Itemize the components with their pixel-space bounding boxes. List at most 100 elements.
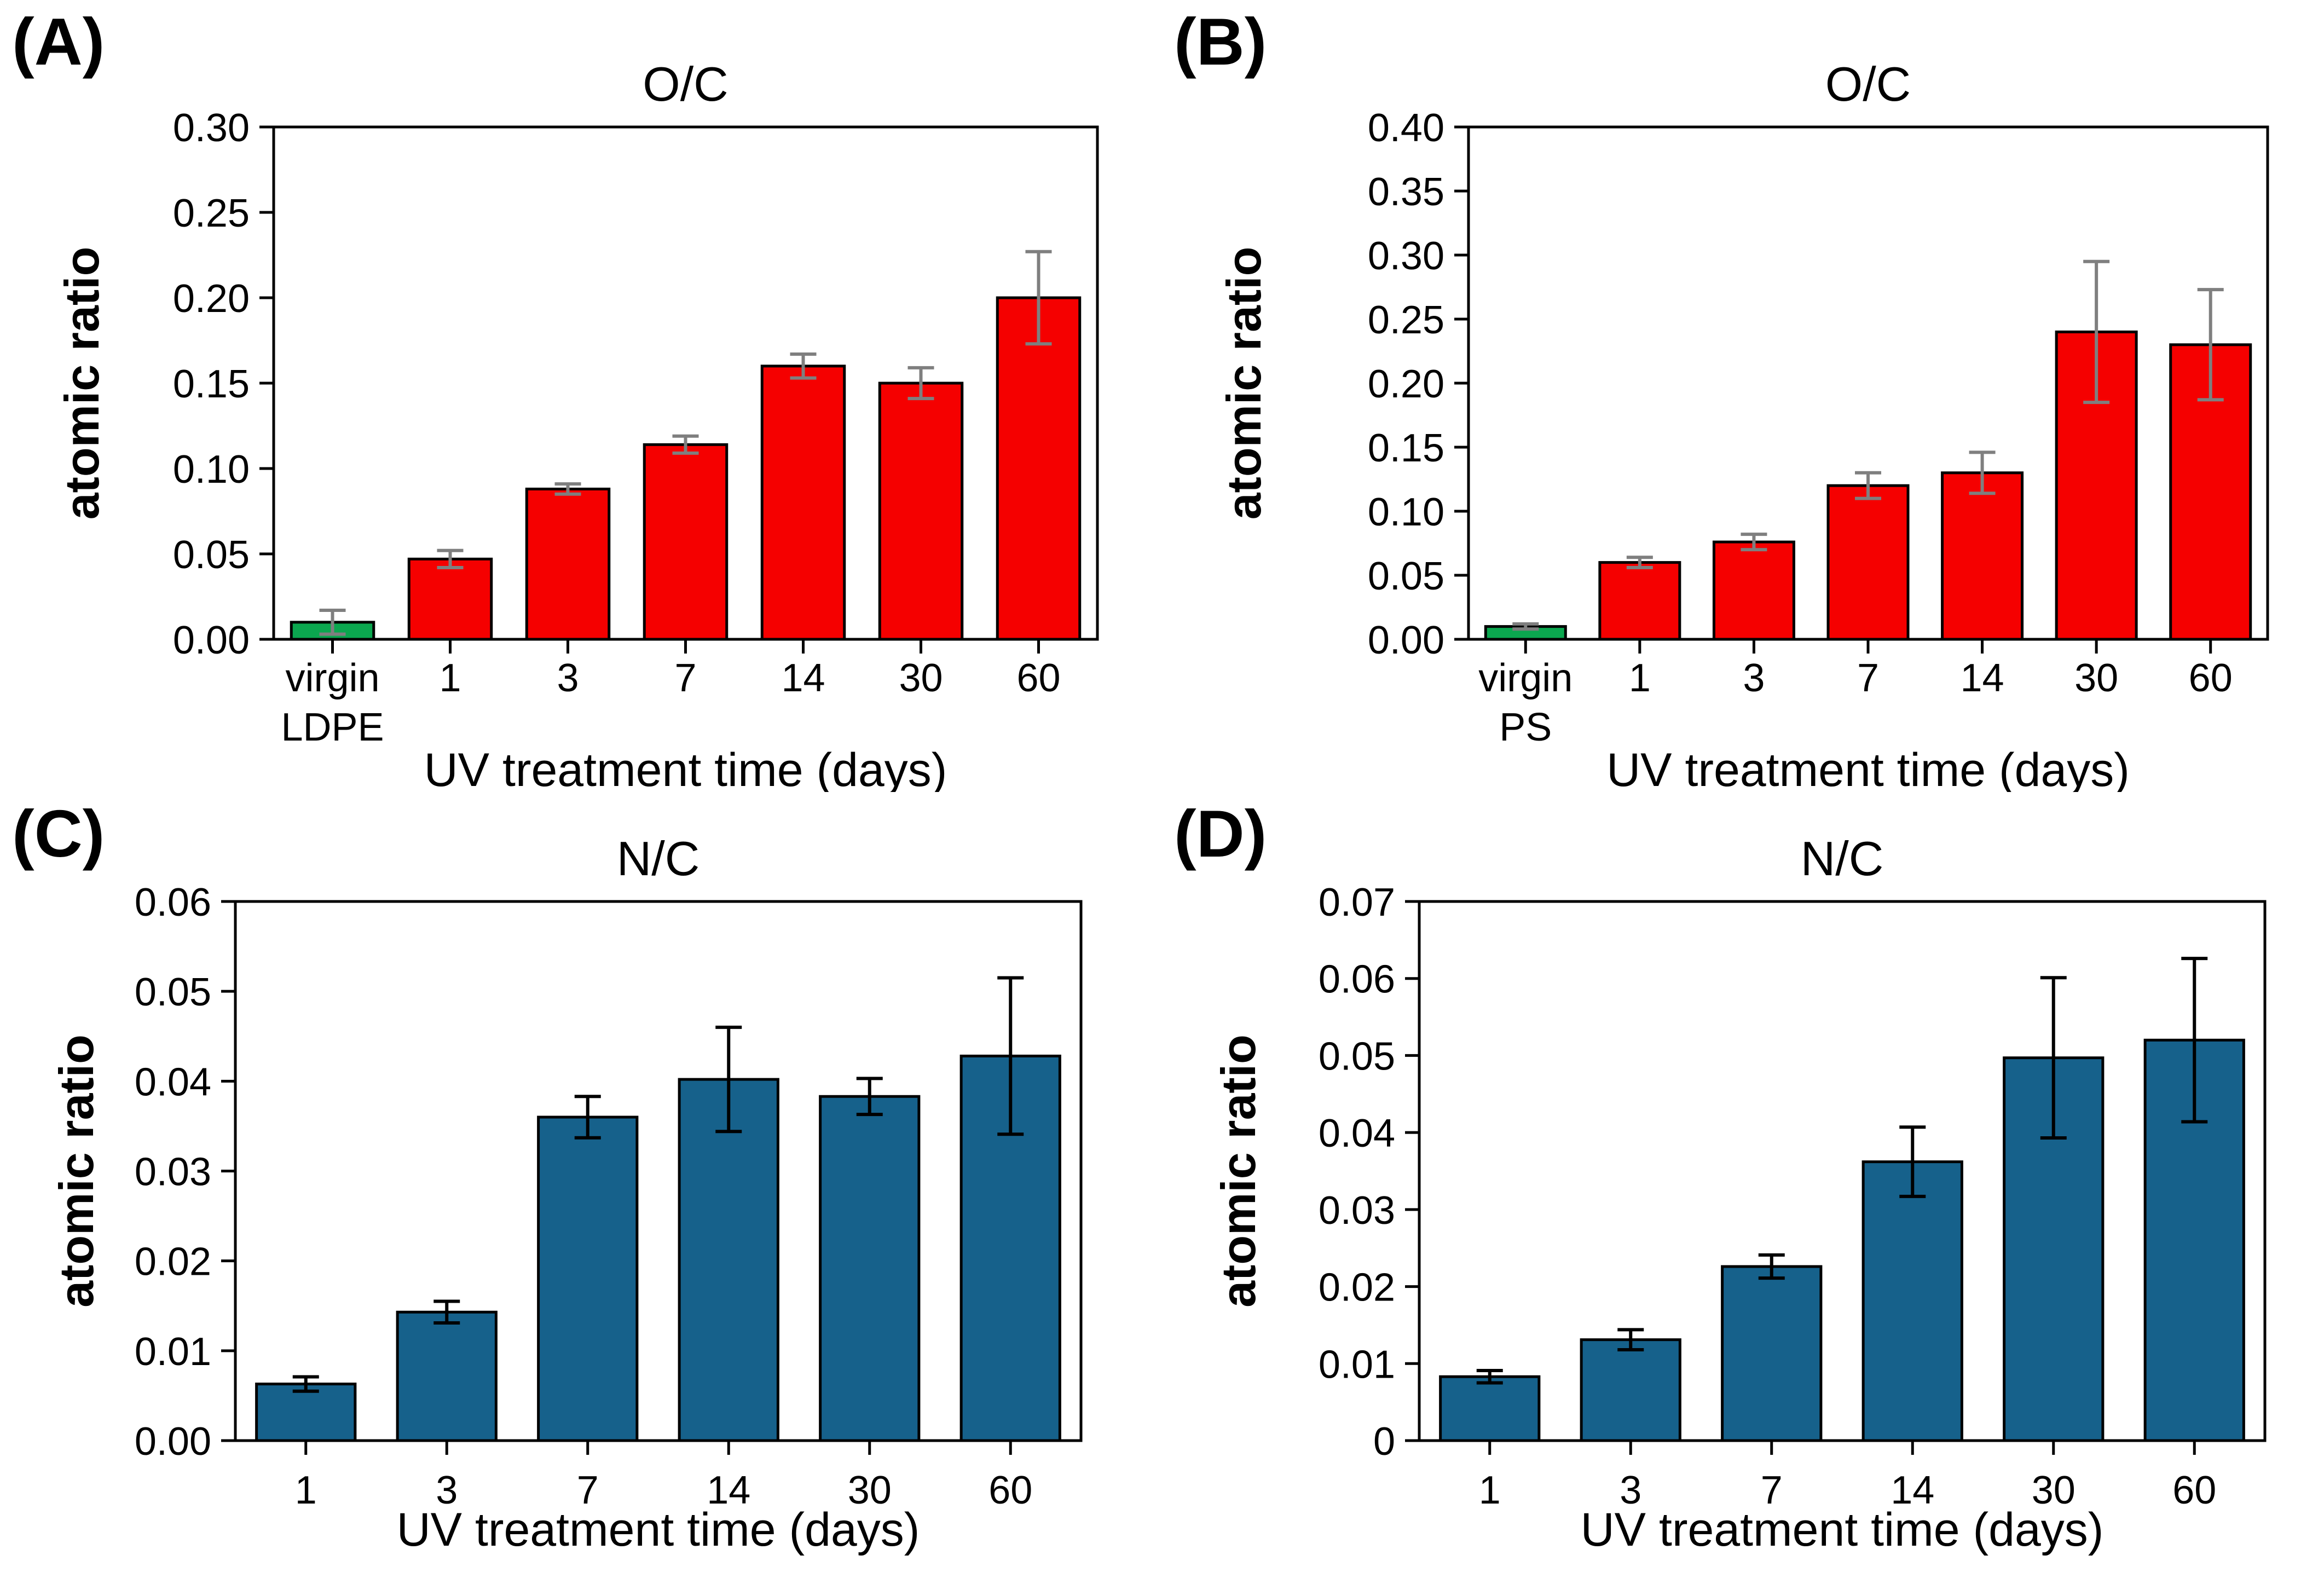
chart-title: N/C [617,831,700,886]
x-tick-label: 30 [899,656,943,700]
bar-7 [643,443,729,641]
x-tick-label: 7 [577,1469,599,1512]
bar-14 [1861,1160,1963,1442]
x-tick-label: virgin [285,656,379,700]
x-tick-label: 1 [295,1469,317,1512]
x-tick-label: 60 [2189,656,2233,700]
x-tick-label: 14 [1891,1469,1934,1512]
x-tick-label: 3 [557,656,579,700]
y-tick-label: 0.25 [173,192,250,235]
y-tick-label: 0.02 [135,1240,211,1284]
y-tick-label: 0.00 [135,1420,211,1464]
bar-14 [1941,471,2024,641]
chart-title: O/C [1825,57,1911,111]
chart-title: N/C [1801,831,1884,886]
y-tick-label: 0.15 [173,362,250,406]
y-axis-label: atomic ratio [1217,247,1271,520]
y-tick-label: 0.06 [1319,958,1395,1002]
panel-label: (B) [1174,4,1267,79]
x-axis-label: UV treatment time (days) [1606,744,2130,792]
bar-14 [678,1078,779,1442]
panel-b: (B) O/C atomic ratio 0.00 0.05 0.10 0.15 0.20 0.… [1162,0,2324,792]
bar-7 [1721,1265,1823,1442]
bar-7 [1826,484,1910,641]
y-tick-label: 0.15 [1368,426,1444,470]
y-axis-label: atomic ratio [49,1034,103,1308]
bar-60 [996,296,1082,641]
bar-1 [407,557,493,641]
bar-3 [1580,1338,1681,1442]
y-tick-label: 0.30 [173,106,250,150]
x-tick-label: 7 [674,656,696,700]
x-tick-label: 30 [2032,1469,2076,1512]
y-tick-label: 0.05 [1319,1034,1395,1078]
x-tick-label: 60 [988,1469,1032,1512]
y-tick-label: 0.20 [173,277,250,321]
y-tick-label: 0.35 [1368,170,1444,214]
x-tick-label: 3 [436,1469,458,1512]
panel-c: (C) N/C atomic ratio 0.00 0.01 0.02 0.03 0.04 0.… [0,792,1162,1584]
bar-1 [1439,1375,1541,1442]
x-tick-label: 14 [1961,656,2004,700]
x-tick-label: 60 [2172,1469,2216,1512]
chart-title: O/C [643,57,728,111]
x-tick-label: 1 [1629,656,1651,700]
bar-3 [1712,540,1795,641]
y-tick-label: 0 [1373,1420,1395,1464]
x-tick-label: 30 [848,1469,892,1512]
x-tick-label: 30 [2074,656,2118,700]
x-tick-label: 7 [1857,656,1879,700]
y-axis-label: atomic ratio [1211,1034,1265,1308]
panel-label: (A) [12,4,105,79]
x-tick-label: 1 [1479,1469,1501,1512]
bar-1 [1598,561,1681,641]
plot-box [234,900,1083,1442]
x-axis-label: UV treatment time (days) [1581,1504,2104,1556]
x-tick-label: 1 [439,656,461,700]
x-tick-label: 3 [1620,1469,1641,1512]
x-tick-label: 60 [1016,656,1060,700]
x-axis-label: UV treatment time (days) [424,744,947,792]
y-tick-label: 0.07 [1319,881,1395,924]
x-tick-label-line2: LDPE [281,706,384,749]
x-tick-label: 7 [1761,1469,1783,1512]
y-tick-label: 0.10 [1368,490,1444,534]
panel-d: (D) N/C atomic ratio 0 0.01 0.02 0.03 0.04 0.05 0… [1162,792,2324,1584]
y-tick-label: 0.03 [1319,1189,1395,1233]
bar-30 [819,1095,921,1442]
y-tick-label: 0.05 [173,533,250,577]
bar-7 [537,1115,639,1442]
bar-3 [525,487,611,641]
panel-d-chart: (D) N/C atomic ratio 0 0.01 0.02 0.03 0.04 0.05 0… [1174,796,2267,1556]
y-tick-label: 0.06 [135,881,211,924]
panel-a: (A) O/C atomic ratio 0.00 0.05 0.10 0.15 0.20 0.… [0,0,1162,792]
y-tick-label: 0.30 [1368,234,1444,278]
plot-box [1418,900,2267,1442]
bar-14 [760,365,846,641]
y-tick-label: 0.01 [135,1330,211,1374]
y-tick-label: 0.05 [135,970,211,1014]
panel-a-chart: (A) O/C atomic ratio 0.00 0.05 0.10 0.15 0.20 0.… [12,4,1099,792]
panel-label: (C) [12,796,105,871]
x-tick-label: 14 [707,1469,750,1512]
y-tick-label: 0.03 [135,1151,211,1194]
y-tick-label: 0.00 [1368,618,1444,662]
x-tick-label: 3 [1743,656,1765,700]
y-tick-label: 0.01 [1319,1343,1395,1386]
y-tick-label: 0.25 [1368,298,1444,342]
panel-b-chart: (B) O/C atomic ratio 0.00 0.05 0.10 0.15 0.20 0.… [1174,4,2269,792]
y-tick-label: 0.02 [1319,1266,1395,1310]
y-tick-label: 0.00 [173,618,250,662]
y-tick-label: 0.40 [1368,106,1444,150]
y-axis-label: atomic ratio [55,247,109,520]
x-tick-label: 14 [781,656,825,700]
bar-30 [878,381,964,641]
x-axis-label: UV treatment time (days) [397,1504,920,1556]
y-tick-label: 0.10 [173,448,250,492]
x-tick-label-line2: PS [1499,706,1552,749]
bar-3 [396,1310,498,1442]
y-tick-label: 0.05 [1368,554,1444,598]
panel-label: (D) [1174,796,1267,871]
panel-c-chart: (C) N/C atomic ratio 0.00 0.01 0.02 0.03 0.04 0.… [12,796,1083,1556]
